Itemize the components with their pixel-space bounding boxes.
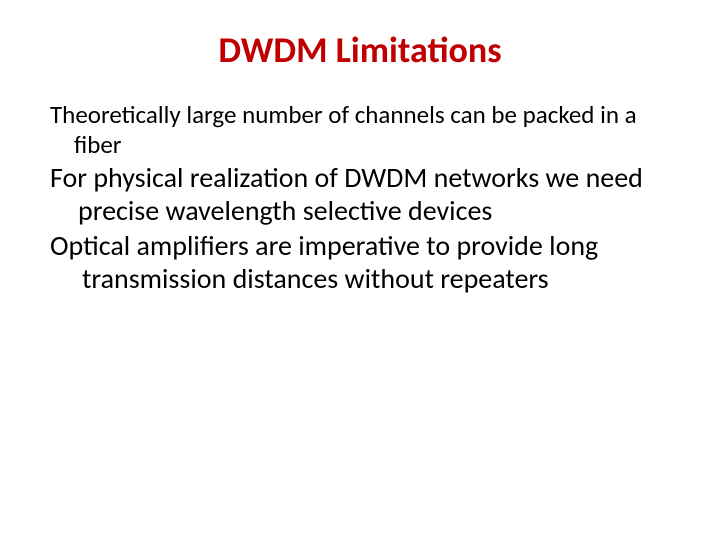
paragraph-1: Theoretically large number of channels c…: [50, 100, 670, 159]
slide-container: DWDM Limitations Theoretically large num…: [0, 0, 720, 540]
slide-title: DWDM Limitations: [50, 28, 670, 72]
paragraph-2: For physical realization of DWDM network…: [50, 161, 670, 227]
paragraph-3: Optical amplifiers are imperative to pro…: [50, 229, 670, 295]
slide-body: Theoretically large number of channels c…: [50, 100, 670, 295]
